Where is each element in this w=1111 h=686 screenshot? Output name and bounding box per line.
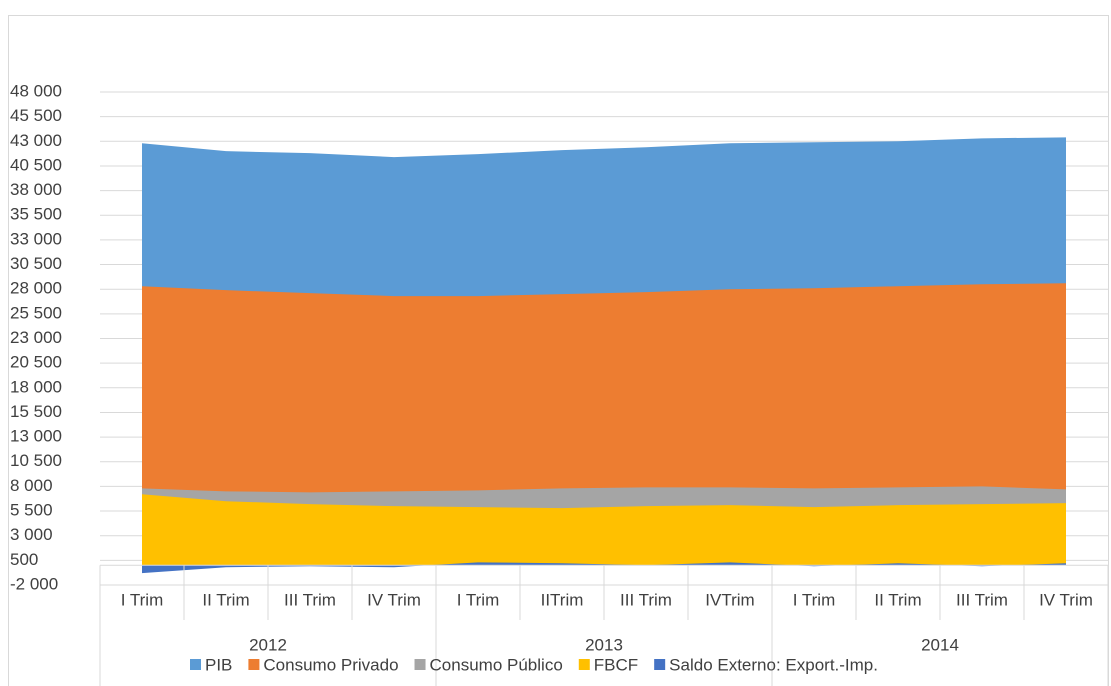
area (142, 562, 1066, 574)
y-tick-label: 43 000 (10, 131, 62, 150)
y-tick-label: 45 500 (10, 106, 62, 125)
y-tick-label: 10 500 (10, 451, 62, 470)
x-tick-label: III Trim (284, 590, 336, 609)
y-tick-label: 500 (10, 550, 38, 569)
x-tick-label: I Trim (121, 590, 164, 609)
y-tick-label: -2 000 (10, 574, 58, 593)
x-tick-label: II Trim (202, 590, 249, 609)
x-group-label: 2014 (921, 635, 959, 654)
x-tick-label: II Trim (874, 590, 921, 609)
y-tick-label: 28 000 (10, 279, 62, 298)
legend-label: Consumo Público (430, 655, 563, 674)
y-tick-label: 25 500 (10, 303, 62, 322)
y-tick-label: 13 000 (10, 427, 62, 446)
x-tick-label: IV Trim (367, 590, 421, 609)
x-tick-label: III Trim (620, 590, 672, 609)
y-tick-label: 20 500 (10, 353, 62, 372)
y-tick-label: 30 500 (10, 254, 62, 273)
x-group-label: 2012 (249, 635, 287, 654)
legend-swatch (414, 659, 426, 670)
legend-swatch (578, 659, 590, 670)
x-tick-label: IVTrim (705, 590, 754, 609)
y-tick-label: 15 500 (10, 402, 62, 421)
y-tick-label: 5 500 (10, 501, 53, 520)
x-tick-label: III Trim (956, 590, 1008, 609)
x-tick-label: I Trim (793, 590, 836, 609)
y-tick-label: 35 500 (10, 205, 62, 224)
legend-swatch (248, 659, 260, 670)
y-tick-label: 48 000 (10, 81, 62, 100)
x-tick-label: IITrim (541, 590, 584, 609)
y-tick-label: 8 000 (10, 476, 53, 495)
y-tick-label: 3 000 (10, 525, 53, 544)
x-tick-label: I Trim (457, 590, 500, 609)
legend-label: FBCF (594, 655, 638, 674)
legend-label: PIB (205, 655, 232, 674)
y-tick-label: 38 000 (10, 180, 62, 199)
legend-label: Consumo Privado (263, 655, 398, 674)
x-tick-label: IV Trim (1039, 590, 1093, 609)
legend-swatch (654, 659, 666, 670)
y-tick-label: 23 000 (10, 328, 62, 347)
area (142, 494, 1066, 566)
legend-swatch (190, 659, 201, 670)
x-group-label: 2013 (585, 635, 623, 654)
legend-label: Saldo Externo: Export.-Imp. (669, 655, 878, 674)
y-tick-label: 18 000 (10, 377, 62, 396)
y-tick-label: 40 500 (10, 155, 62, 174)
y-tick-label: 33 000 (10, 229, 62, 248)
